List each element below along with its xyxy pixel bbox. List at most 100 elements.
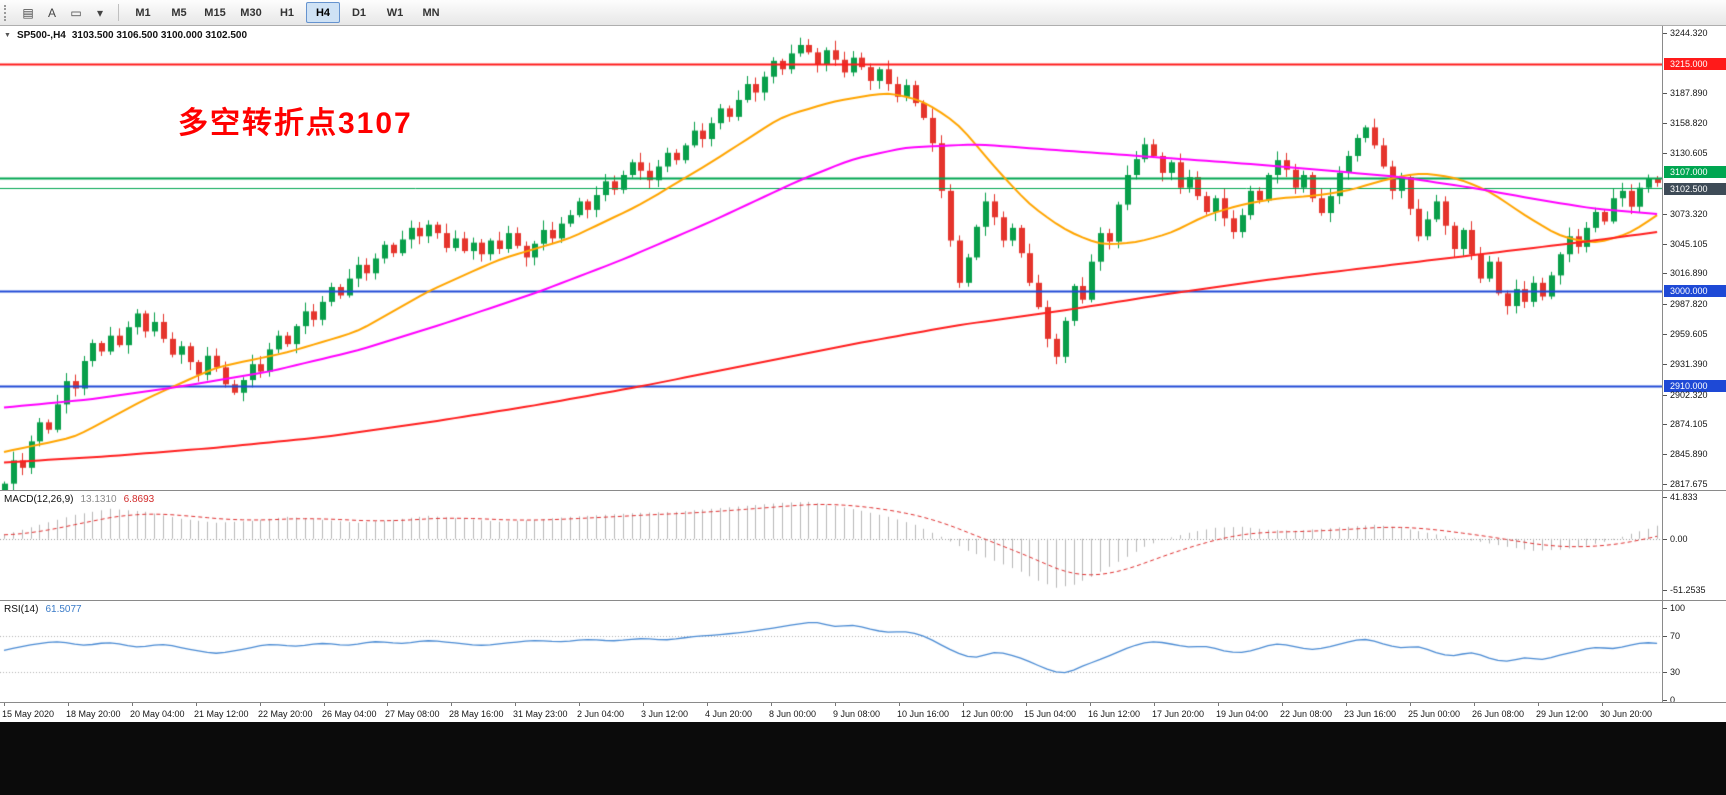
macd-axis-tick [1663, 497, 1667, 498]
rsi-axis-label: 30 [1670, 667, 1681, 678]
rsi-axis-tick [1663, 635, 1667, 637]
price-axis-tick [1663, 213, 1667, 215]
price-axis-tick [1663, 333, 1667, 335]
macd-axis-tick [1663, 590, 1667, 591]
timeframe-button-d1[interactable]: D1 [351, 6, 367, 19]
timeframe-button-w1[interactable]: W1 [386, 6, 404, 19]
time-axis-label: 25 Jun 00:00 [1408, 709, 1461, 719]
price-axis-label: 2931.390 [1670, 358, 1708, 369]
timeframe-button-h1[interactable]: H1 [279, 6, 295, 19]
price-axis-tick [1663, 304, 1667, 306]
time-axis-tick [324, 703, 325, 706]
price-axis-label: 3130.605 [1670, 148, 1708, 159]
bar-chart-icon[interactable]: ▤ [22, 5, 34, 20]
dropdown-arrow-icon[interactable]: ▾ [96, 5, 104, 20]
timeframe-button-m5[interactable]: M5 [171, 6, 187, 19]
panel-splitter[interactable] [0, 600, 1726, 601]
text-annotation-button[interactable]: A [47, 5, 56, 20]
time-axis-label: 15 Jun 04:00 [1024, 709, 1077, 719]
price-axis-label: 3244.320 [1670, 28, 1708, 38]
price-axis-tick [1663, 424, 1667, 426]
price-axis-label: 2845.890 [1670, 449, 1708, 460]
price-axis-tick [1663, 273, 1667, 275]
rsi-axis-label: 70 [1670, 630, 1681, 641]
time-axis-label: 18 May 20:00 [66, 709, 121, 719]
price-axis-tick [1663, 363, 1667, 365]
rsi-panel: RSI(14) 61.5077 100 70 30 0 [0, 601, 1726, 705]
price-chart-canvas[interactable] [0, 26, 1662, 490]
price-axis[interactable]: 3244.320 3215.000 3187.890 3158.820 3130.605… [1662, 26, 1726, 490]
panel-splitter[interactable] [0, 490, 1726, 491]
price-axis-tick [1663, 92, 1667, 94]
time-axis-label: 4 Jun 20:00 [705, 709, 753, 719]
rsi-axis-tick [1663, 672, 1667, 674]
toolbar-drag-handle[interactable] [4, 4, 10, 21]
time-axis-label: 22 Jun 08:00 [1280, 709, 1333, 719]
timeframe-button-h4[interactable]: H4 [306, 2, 340, 23]
time-axis-tick [1346, 703, 1347, 706]
timeframe-button-m30[interactable]: M30 [240, 6, 262, 19]
rsi-axis[interactable]: 100 70 30 0 [1662, 601, 1726, 705]
price-badge-blue: 2910.000 [1664, 380, 1726, 393]
price-axis-tick [1663, 33, 1667, 34]
price-axis-label: 3045.105 [1670, 238, 1708, 249]
price-axis-label: 3187.890 [1670, 87, 1708, 98]
time-axis-label: 27 May 08:00 [385, 709, 440, 719]
label-box-icon[interactable]: ▭ [70, 5, 82, 20]
time-axis-label: 9 Jun 08:00 [833, 709, 881, 719]
time-axis-tick [963, 703, 964, 706]
price-chart-panel: ▼ SP500-,H4 3103.500 3106.500 3100.000 3… [0, 26, 1726, 490]
time-axis-label: 21 May 12:00 [194, 709, 249, 719]
time-axis-tick [4, 703, 5, 706]
time-axis-tick [1026, 703, 1027, 706]
time-axis-tick [579, 703, 580, 706]
time-axis-tick [707, 703, 708, 706]
price-axis-tick [1663, 484, 1667, 485]
time-axis-tick [1410, 703, 1411, 706]
time-axis-tick [515, 703, 516, 706]
time-axis-tick [196, 703, 197, 706]
price-axis-tick [1663, 394, 1667, 396]
price-axis-tick [1663, 243, 1667, 245]
macd-canvas[interactable] [0, 491, 1662, 600]
price-axis-tick [1663, 454, 1667, 456]
time-axis-tick [899, 703, 900, 706]
price-axis-label: 2817.675 [1670, 479, 1708, 489]
price-badge-blue: 3000.000 [1664, 285, 1726, 298]
timeframe-button-mn[interactable]: MN [422, 6, 440, 19]
price-axis-label: 3016.890 [1670, 268, 1708, 279]
time-axis-tick [1090, 703, 1091, 706]
time-axis-label: 30 Jun 20:00 [1600, 709, 1653, 719]
time-axis-label: 16 Jun 12:00 [1088, 709, 1141, 719]
taskbar[interactable] [0, 722, 1726, 795]
time-axis-tick [1282, 703, 1283, 706]
time-axis-tick [1538, 703, 1539, 706]
time-axis-tick [835, 703, 836, 706]
timeframe-button-m1[interactable]: M1 [135, 6, 151, 19]
time-axis-tick [1474, 703, 1475, 706]
price-axis-label: 3158.820 [1670, 118, 1708, 129]
macd-axis[interactable]: 41.833 0.00 -51.2535 [1662, 491, 1726, 600]
price-axis-tick [1663, 123, 1667, 125]
price-badge-green: 3107.000 [1664, 166, 1726, 179]
rsi-axis-tick [1663, 700, 1667, 701]
timeframe-button-m15[interactable]: M15 [204, 6, 226, 19]
time-axis-tick [1602, 703, 1603, 706]
price-axis-label: 2987.820 [1670, 299, 1708, 310]
rsi-canvas[interactable] [0, 601, 1662, 702]
time-axis-tick [643, 703, 644, 706]
rsi-axis-label: 100 [1670, 603, 1686, 613]
price-axis-label: 2874.105 [1670, 419, 1708, 430]
macd-axis-label: 0.00 [1670, 533, 1688, 544]
time-axis-label: 23 Jun 16:00 [1344, 709, 1397, 719]
time-axis-label: 20 May 04:00 [130, 709, 185, 719]
macd-axis-tick [1663, 538, 1667, 540]
time-axis-tick [1154, 703, 1155, 706]
toolbar-separator [118, 4, 119, 21]
time-axis-label: 26 May 04:00 [322, 709, 377, 719]
macd-panel: MACD(12,26,9) 13.1310 6.8693 41.833 0.00-… [0, 491, 1726, 600]
rsi-axis-tick [1663, 608, 1667, 609]
price-axis-tick [1663, 153, 1667, 155]
time-axis[interactable]: 15 May 2020 18 May 20:00 20 May 04:00 21 Ma… [0, 702, 1726, 722]
